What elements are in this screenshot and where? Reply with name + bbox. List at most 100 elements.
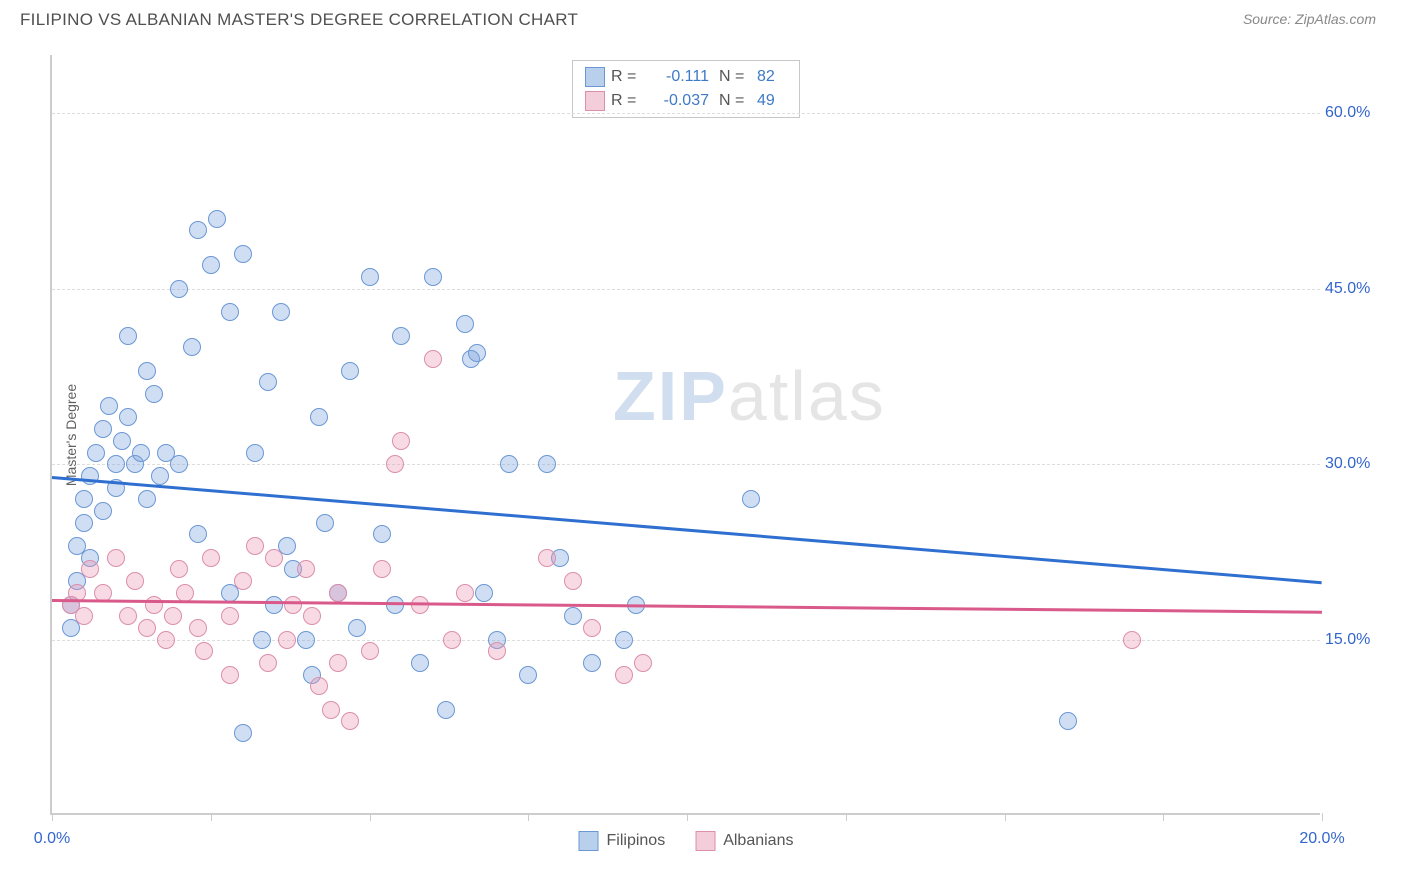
data-point: [538, 549, 556, 567]
r-label: R =: [611, 68, 641, 86]
data-point: [564, 572, 582, 590]
chart-container: Master's Degree ZIPatlas R =-0.111N =82R…: [50, 55, 1360, 815]
y-tick-label: 45.0%: [1325, 280, 1385, 298]
data-point: [500, 455, 518, 473]
data-point: [113, 432, 131, 450]
data-point: [341, 712, 359, 730]
data-point: [246, 444, 264, 462]
data-point: [221, 303, 239, 321]
data-point: [189, 221, 207, 239]
data-point: [437, 701, 455, 719]
data-point: [157, 631, 175, 649]
correlation-legend: R = -0.111 N = 82R = -0.037 N = 49: [572, 60, 800, 118]
data-point: [75, 514, 93, 532]
data-point: [1059, 712, 1077, 730]
data-point: [615, 666, 633, 684]
data-point: [424, 350, 442, 368]
data-point: [519, 666, 537, 684]
n-value: 49: [757, 92, 787, 110]
data-point: [183, 338, 201, 356]
data-point: [329, 584, 347, 602]
data-point: [234, 245, 252, 263]
data-point: [189, 619, 207, 637]
legend-swatch: [695, 831, 715, 851]
y-tick-label: 15.0%: [1325, 631, 1385, 649]
data-point: [1123, 631, 1141, 649]
data-point: [361, 642, 379, 660]
data-point: [488, 642, 506, 660]
x-tick: [687, 813, 688, 821]
data-point: [189, 525, 207, 543]
x-tick: [846, 813, 847, 821]
data-point: [348, 619, 366, 637]
gridline: [52, 113, 1320, 114]
x-tick: [370, 813, 371, 821]
x-tick: [1163, 813, 1164, 821]
r-value: -0.111: [647, 68, 709, 86]
data-point: [303, 607, 321, 625]
chart-title: FILIPINO VS ALBANIAN MASTER'S DEGREE COR…: [20, 10, 578, 30]
data-point: [119, 408, 137, 426]
data-point: [107, 455, 125, 473]
legend-label: Albanians: [723, 832, 793, 850]
data-point: [195, 642, 213, 660]
data-point: [138, 490, 156, 508]
data-point: [132, 444, 150, 462]
data-point: [329, 654, 347, 672]
data-point: [81, 560, 99, 578]
data-point: [246, 537, 264, 555]
legend-row: R =-0.037N =49: [585, 89, 787, 113]
source-label: Source: ZipAtlas.com: [1243, 11, 1376, 27]
data-point: [107, 549, 125, 567]
data-point: [310, 408, 328, 426]
data-point: [234, 724, 252, 742]
data-point: [164, 607, 182, 625]
data-point: [310, 677, 328, 695]
n-value: 82: [757, 68, 787, 86]
data-point: [75, 490, 93, 508]
data-point: [583, 654, 601, 672]
data-point: [634, 654, 652, 672]
data-point: [119, 607, 137, 625]
data-point: [284, 596, 302, 614]
legend-label: Filipinos: [607, 832, 666, 850]
data-point: [297, 631, 315, 649]
data-point: [138, 619, 156, 637]
data-point: [341, 362, 359, 380]
data-point: [94, 420, 112, 438]
data-point: [373, 560, 391, 578]
data-point: [100, 397, 118, 415]
x-tick-label: 20.0%: [1299, 830, 1344, 848]
watermark: ZIPatlas: [613, 356, 886, 436]
gridline: [52, 289, 1320, 290]
data-point: [468, 344, 486, 362]
n-label: N =: [719, 68, 751, 86]
data-point: [392, 432, 410, 450]
legend-item: Albanians: [695, 831, 793, 851]
data-point: [119, 327, 137, 345]
data-point: [475, 584, 493, 602]
x-tick: [211, 813, 212, 821]
r-value: -0.037: [647, 92, 709, 110]
source-attribution: Source: ZipAtlas.com: [1243, 11, 1376, 29]
data-point: [386, 455, 404, 473]
data-point: [259, 373, 277, 391]
x-tick-label: 0.0%: [34, 830, 70, 848]
data-point: [411, 654, 429, 672]
data-point: [373, 525, 391, 543]
y-tick-label: 30.0%: [1325, 455, 1385, 473]
series-legend: Filipinos Albanians: [579, 831, 794, 851]
data-point: [202, 549, 220, 567]
n-label: N =: [719, 92, 751, 110]
gridline: [52, 464, 1320, 465]
data-point: [316, 514, 334, 532]
legend-swatch: [585, 67, 605, 87]
x-tick: [528, 813, 529, 821]
y-tick-label: 60.0%: [1325, 104, 1385, 122]
x-tick: [52, 813, 53, 821]
data-point: [297, 560, 315, 578]
data-point: [221, 666, 239, 684]
legend-row: R = -0.111 N = 82: [585, 65, 787, 89]
data-point: [278, 631, 296, 649]
data-point: [208, 210, 226, 228]
